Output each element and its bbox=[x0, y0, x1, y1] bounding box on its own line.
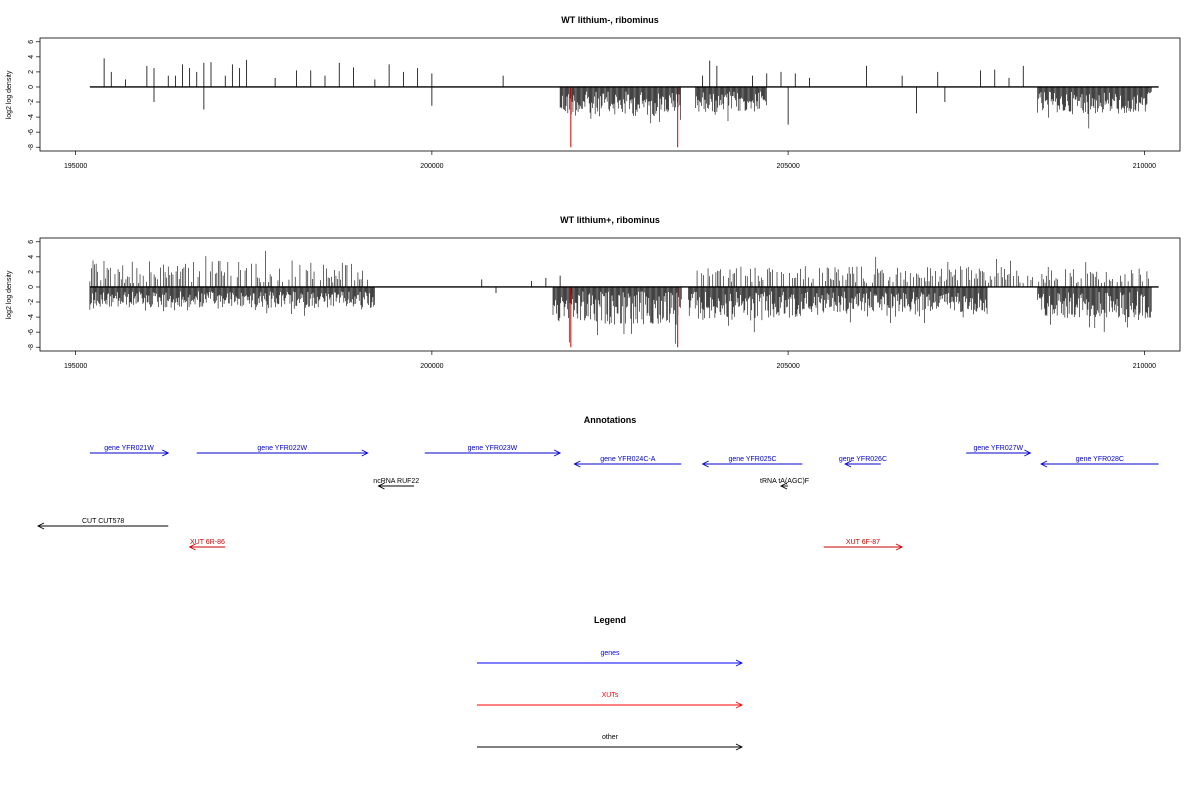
annotation-feature: gene YFR026C bbox=[839, 456, 887, 468]
x-tick-label: 200000 bbox=[420, 163, 443, 170]
plot-frame bbox=[39, 237, 1181, 352]
y-tick-label: -8 bbox=[28, 144, 35, 150]
annotation-feature: gene YFR021W bbox=[89, 445, 170, 457]
feature-label: CUT CUT578 bbox=[82, 518, 124, 525]
x-tick-label: 205000 bbox=[776, 163, 799, 170]
annotation-feature: gene YFR027W bbox=[966, 445, 1032, 457]
feature-label: gene YFR025C bbox=[728, 456, 776, 463]
x-tick-label: 195000 bbox=[64, 163, 87, 170]
annotations-track: Annotations gene YFR021W gene YFR022W gene… bbox=[36, 415, 1159, 551]
annotation-feature: gene YFR025C bbox=[701, 456, 803, 468]
arrow-head-icon bbox=[701, 460, 709, 468]
arrow-head-icon bbox=[573, 460, 581, 468]
y-tick-label: -4 bbox=[28, 114, 35, 120]
x-tick-label: 195000 bbox=[64, 363, 87, 370]
legend-label: XUTs bbox=[602, 692, 619, 699]
y-tick-label: 4 bbox=[28, 55, 35, 59]
arrow-head-icon bbox=[844, 460, 852, 468]
y-tick-label: 2 bbox=[28, 270, 35, 274]
y-tick-label: -6 bbox=[28, 329, 35, 335]
y-tick-label: -8 bbox=[28, 344, 35, 350]
axes: -8 -6 -4 -2 0 2 4 6 195000 200000 205000 210000 bbox=[28, 40, 1156, 170]
arrow-head-icon bbox=[36, 522, 45, 530]
legend-label: other bbox=[602, 734, 619, 741]
arrow-head-icon bbox=[377, 482, 385, 490]
legend: Legend genes XUTs other bbox=[477, 615, 744, 751]
feature-label: gene YFR022W bbox=[257, 445, 307, 452]
legend-entry: genes bbox=[477, 650, 744, 667]
annotation-feature: gene YFR024C-A bbox=[573, 456, 682, 468]
arrow-head-icon bbox=[895, 543, 904, 551]
legend-label: genes bbox=[600, 650, 620, 657]
annotation-feature: gene YFR022W bbox=[196, 445, 369, 457]
arrow-head-icon bbox=[735, 743, 744, 751]
y-tick-label: 6 bbox=[28, 40, 35, 44]
panel-title: WT lithium+, ribominus bbox=[560, 215, 660, 225]
arrow-head-icon bbox=[1040, 460, 1048, 468]
y-tick-label: 4 bbox=[28, 255, 35, 259]
feature-label: gene YFR023W bbox=[468, 445, 518, 452]
annotation-feature: XUT 6F-87 bbox=[823, 539, 904, 551]
y-tick-label: -4 bbox=[28, 314, 35, 320]
plot-frame bbox=[39, 37, 1181, 152]
annotation-feature: tRNA tA(AGC)F bbox=[760, 478, 809, 490]
legend-entry: XUTs bbox=[477, 692, 744, 709]
annotation-feature: CUT CUT578 bbox=[36, 518, 169, 530]
feature-label: tRNA tA(AGC)F bbox=[760, 478, 809, 485]
y-axis-label: log2 log density bbox=[6, 70, 13, 119]
y-tick-label: -6 bbox=[28, 129, 35, 135]
legend-items: genes XUTs other bbox=[477, 650, 744, 751]
legend-entry: other bbox=[477, 734, 744, 751]
panel-lithium-plus: WT lithium+, ribominus log2 log density … bbox=[6, 215, 1181, 370]
feature-label: gene YFR026C bbox=[839, 456, 887, 463]
arrow-head-icon bbox=[779, 482, 788, 490]
feature-label: gene YFR027W bbox=[973, 445, 1023, 452]
annotation-feature: XUT 6R-86 bbox=[188, 539, 226, 551]
feature-label: gene YFR028C bbox=[1076, 456, 1124, 463]
feature-label: XUT 6R-86 bbox=[190, 539, 225, 546]
legend-title: Legend bbox=[594, 615, 626, 625]
feature-label: gene YFR024C-A bbox=[600, 456, 655, 463]
x-tick-label: 210000 bbox=[1133, 363, 1156, 370]
axes: -8 -6 -4 -2 0 2 4 6 195000 200000 205000 210000 bbox=[28, 240, 1156, 370]
y-tick-label: 0 bbox=[28, 85, 35, 89]
arrow-head-icon bbox=[735, 701, 744, 709]
x-tick-label: 210000 bbox=[1133, 163, 1156, 170]
x-tick-label: 200000 bbox=[420, 363, 443, 370]
arrow-head-icon bbox=[735, 659, 744, 667]
y-tick-label: -2 bbox=[28, 99, 35, 105]
panel-lithium-minus: WT lithium-, ribominus log2 log density … bbox=[6, 15, 1181, 170]
annotation-feature: gene YFR028C bbox=[1040, 456, 1159, 468]
annotation-feature: ncRNA RUF22 bbox=[373, 478, 419, 490]
arrow-head-icon bbox=[188, 543, 196, 551]
y-tick-label: 6 bbox=[28, 240, 35, 244]
feature-label: XUT 6F-87 bbox=[846, 539, 880, 546]
arrow-head-icon bbox=[553, 449, 562, 457]
arrow-head-icon bbox=[361, 449, 369, 457]
y-tick-label: -2 bbox=[28, 299, 35, 305]
annotation-items: gene YFR021W gene YFR022W gene YFR023W gene… bbox=[36, 445, 1159, 551]
annotation-feature: gene YFR023W bbox=[424, 445, 562, 457]
arrow-head-icon bbox=[162, 449, 170, 457]
y-axis-label: log2 log density bbox=[6, 270, 13, 319]
annotations-title: Annotations bbox=[584, 415, 637, 425]
panel-title: WT lithium-, ribominus bbox=[561, 15, 659, 25]
bars bbox=[89, 58, 1159, 148]
bars bbox=[89, 250, 1159, 348]
x-tick-label: 205000 bbox=[776, 363, 799, 370]
y-tick-label: 2 bbox=[28, 70, 35, 74]
y-tick-label: 0 bbox=[28, 285, 35, 289]
feature-label: gene YFR021W bbox=[104, 445, 154, 452]
arrow-head-icon bbox=[1024, 449, 1032, 457]
feature-label: ncRNA RUF22 bbox=[373, 478, 419, 485]
